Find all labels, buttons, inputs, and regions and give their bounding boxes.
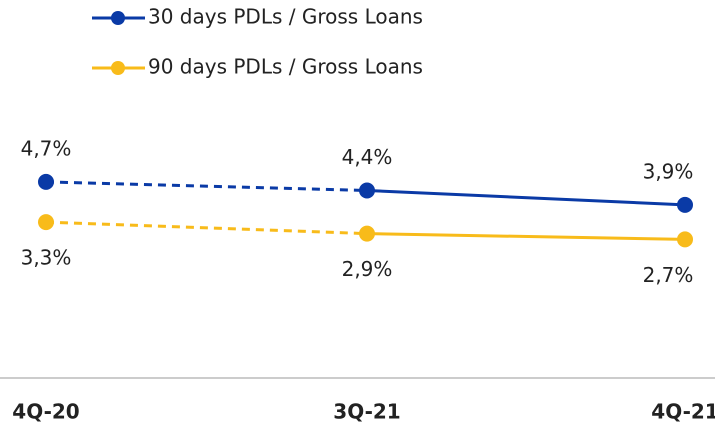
legend-marker xyxy=(111,11,125,25)
data-label: 3,9% xyxy=(643,159,694,183)
x-tick-label: 4Q-21 xyxy=(651,400,715,424)
point xyxy=(677,231,693,248)
legend-marker xyxy=(111,61,125,75)
data-label: 2,9% xyxy=(342,257,393,281)
series-line xyxy=(45,180,368,192)
point xyxy=(38,173,54,190)
legend-label: 90 days PDLs / Gross Loans xyxy=(148,55,423,79)
point xyxy=(38,214,54,231)
point xyxy=(359,225,375,242)
series-line xyxy=(366,232,686,241)
data-label: 2,7% xyxy=(643,263,694,287)
data-label: 3,3% xyxy=(21,246,72,270)
x-tick-label: 3Q-21 xyxy=(333,400,400,424)
point xyxy=(359,182,375,199)
point xyxy=(677,196,693,213)
series-line xyxy=(366,189,686,207)
data-label: 4,7% xyxy=(21,136,72,160)
series-line xyxy=(45,220,368,236)
x-tick-label: 4Q-20 xyxy=(12,400,79,424)
data-label: 4,4% xyxy=(342,145,393,169)
legend-label: 30 days PDLs / Gross Loans xyxy=(148,5,423,29)
